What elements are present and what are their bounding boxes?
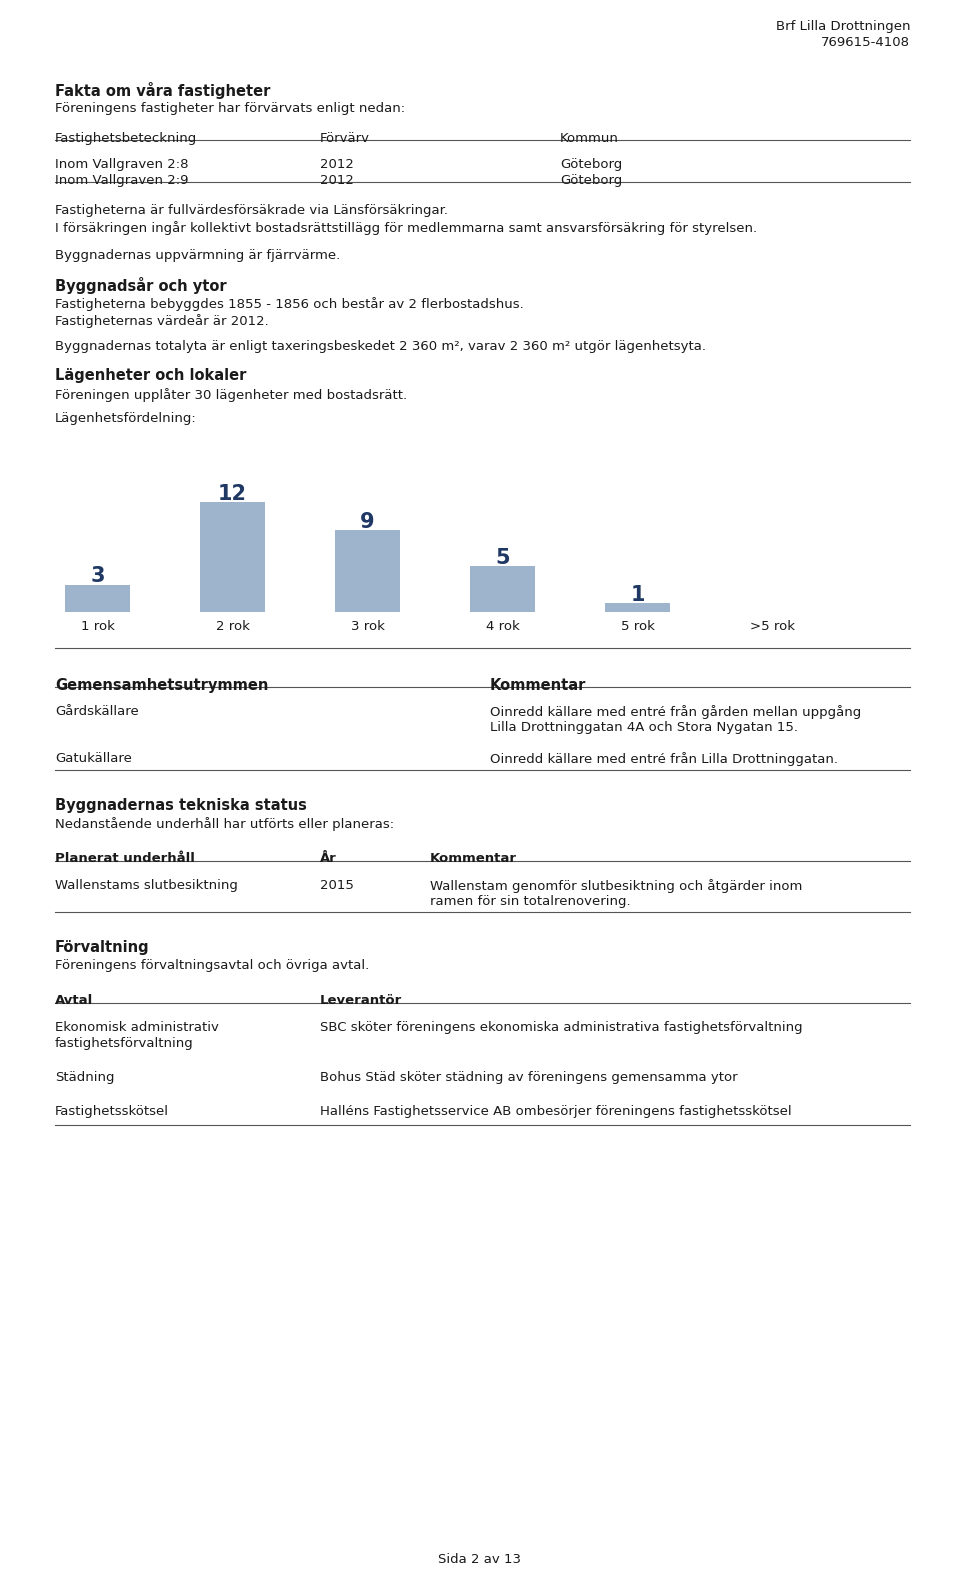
Text: ramen för sin totalrenovering.: ramen för sin totalrenovering.	[430, 895, 631, 908]
Text: Leverantör: Leverantör	[320, 993, 402, 1008]
Text: Inom Vallgraven 2:9: Inom Vallgraven 2:9	[55, 175, 188, 187]
Text: Ekonomisk administrativ: Ekonomisk administrativ	[55, 1020, 219, 1035]
Text: Wallenstam genomför slutbesiktning och åtgärder inom: Wallenstam genomför slutbesiktning och å…	[430, 879, 803, 893]
Bar	[65, 584, 130, 613]
Text: Byggnadernas uppvärmning är fjärrvärme.: Byggnadernas uppvärmning är fjärrvärme.	[55, 249, 340, 262]
Text: 2015: 2015	[320, 879, 354, 892]
Bar	[605, 603, 670, 613]
Text: 4 rok: 4 rok	[486, 621, 519, 633]
Text: Fastighetsskötsel: Fastighetsskötsel	[55, 1105, 169, 1117]
Text: 3: 3	[90, 567, 105, 587]
Text: fastighetsförvaltning: fastighetsförvaltning	[55, 1036, 194, 1051]
Text: Föreningens förvaltningsavtal och övriga avtal.: Föreningens förvaltningsavtal och övriga…	[55, 959, 370, 971]
Text: Oinredd källare med entré från Lilla Drottninggatan.: Oinredd källare med entré från Lilla Dro…	[490, 752, 838, 767]
Text: Kommentar: Kommentar	[490, 678, 587, 694]
Text: Byggnadernas totalyta är enligt taxeringsbeskedet 2 360 m², varav 2 360 m² utgör: Byggnadernas totalyta är enligt taxering…	[55, 340, 706, 352]
Text: Föreningens fastigheter har förvärvats enligt nedan:: Föreningens fastigheter har förvärvats e…	[55, 102, 405, 114]
Text: 5: 5	[495, 548, 510, 568]
Text: Planerat underhåll: Planerat underhåll	[55, 852, 195, 865]
Text: Brf Lilla Drottningen: Brf Lilla Drottningen	[776, 21, 910, 33]
Text: 1 rok: 1 rok	[81, 621, 114, 633]
Bar	[335, 530, 400, 613]
Text: 2 rok: 2 rok	[216, 621, 250, 633]
Text: Bohus Städ sköter städning av föreningens gemensamma ytor: Bohus Städ sköter städning av föreningen…	[320, 1071, 737, 1084]
Text: Förvärv: Förvärv	[320, 132, 370, 144]
Text: 3 rok: 3 rok	[350, 621, 384, 633]
Text: Städning: Städning	[55, 1071, 114, 1084]
Text: I försäkringen ingår kollektivt bostadsrättstillägg för medlemmarna samt ansvars: I försäkringen ingår kollektivt bostadsr…	[55, 221, 757, 235]
Text: Gemensamhetsutrymmen: Gemensamhetsutrymmen	[55, 678, 269, 694]
Text: Fakta om våra fastigheter: Fakta om våra fastigheter	[55, 83, 271, 98]
Text: 12: 12	[218, 484, 247, 505]
Text: Gatukällare: Gatukällare	[55, 752, 132, 765]
Text: Avtal: Avtal	[55, 993, 93, 1008]
Text: År: År	[320, 852, 337, 865]
Text: Göteborg: Göteborg	[560, 159, 622, 171]
Text: Halléns Fastighetsservice AB ombesörjer föreningens fastighetsskötsel: Halléns Fastighetsservice AB ombesörjer …	[320, 1105, 792, 1117]
Text: Fastighetsbeteckning: Fastighetsbeteckning	[55, 132, 197, 144]
Text: Gårdskällare: Gårdskällare	[55, 705, 139, 717]
Text: Fastigheterna är fullvärdesförsäkrade via Länsförsäkringar.: Fastigheterna är fullvärdesförsäkrade vi…	[55, 205, 448, 217]
Text: 9: 9	[360, 511, 374, 532]
Text: Byggnadsår och ytor: Byggnadsår och ytor	[55, 278, 227, 294]
Text: SBC sköter föreningens ekonomiska administrativa fastighetsförvaltning: SBC sköter föreningens ekonomiska admini…	[320, 1020, 803, 1035]
Text: 769615-4108: 769615-4108	[821, 37, 910, 49]
Text: Förvaltning: Förvaltning	[55, 940, 150, 955]
Text: Kommun: Kommun	[560, 132, 619, 144]
Text: Nedanstående underhåll har utförts eller planeras:: Nedanstående underhåll har utförts eller…	[55, 817, 395, 832]
Bar	[200, 501, 265, 613]
Text: Göteborg: Göteborg	[560, 175, 622, 187]
Text: 1: 1	[631, 586, 645, 605]
Text: Wallenstams slutbesiktning: Wallenstams slutbesiktning	[55, 879, 238, 892]
Text: Lägenheter och lokaler: Lägenheter och lokaler	[55, 368, 247, 382]
Text: 5 rok: 5 rok	[620, 621, 655, 633]
Text: Föreningen upplåter 30 lägenheter med bostadsrätt.: Föreningen upplåter 30 lägenheter med bo…	[55, 387, 407, 402]
Text: Oinredd källare med entré från gården mellan uppgång: Oinredd källare med entré från gården me…	[490, 705, 861, 719]
Text: 2012: 2012	[320, 175, 354, 187]
Text: Kommentar: Kommentar	[430, 852, 517, 865]
Text: Fastigheternas värdeår är 2012.: Fastigheternas värdeår är 2012.	[55, 314, 269, 329]
Text: 2012: 2012	[320, 159, 354, 171]
Text: Sida 2 av 13: Sida 2 av 13	[439, 1554, 521, 1566]
Text: >5 rok: >5 rok	[750, 621, 795, 633]
Text: Lilla Drottninggatan 4A och Stora Nygatan 15.: Lilla Drottninggatan 4A och Stora Nygata…	[490, 720, 798, 735]
Text: Fastigheterna bebyggdes 1855 - 1856 och består av 2 flerbostadshus.: Fastigheterna bebyggdes 1855 - 1856 och …	[55, 297, 524, 311]
Text: Inom Vallgraven 2:8: Inom Vallgraven 2:8	[55, 159, 188, 171]
Bar	[470, 567, 535, 613]
Text: Lägenhetsfördelning:: Lägenhetsfördelning:	[55, 413, 197, 425]
Text: Byggnadernas tekniska status: Byggnadernas tekniska status	[55, 798, 307, 813]
